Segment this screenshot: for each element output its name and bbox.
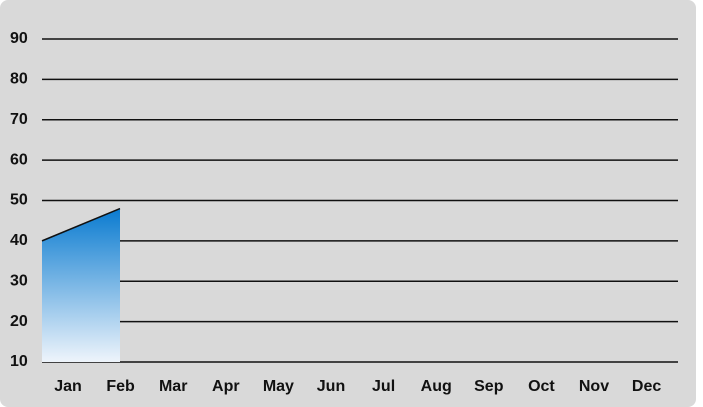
y-tick-label: 70	[10, 111, 28, 128]
x-tick-label: Nov	[579, 378, 609, 395]
y-tick-label: 10	[10, 353, 28, 370]
x-tick-label: Dec	[632, 378, 661, 395]
y-tick-label: 50	[10, 192, 28, 209]
x-tick-label: Apr	[212, 378, 240, 395]
y-tick-label: 90	[10, 30, 28, 47]
line	[41, 207, 121, 242]
x-tick-label: Jul	[372, 378, 395, 395]
x-tick-label: Jan	[54, 378, 82, 395]
x-tick-label: Sep	[474, 378, 504, 395]
y-tick-label: 60	[10, 151, 28, 168]
y-tick-label: 40	[10, 232, 28, 249]
x-tick-label: May	[263, 378, 294, 395]
y-tick-label: 20	[10, 313, 28, 330]
x-tick-label: Aug	[421, 378, 452, 395]
x-tick-label: Feb	[106, 378, 135, 395]
x-tick-label: Oct	[528, 378, 555, 395]
x-tick-label: Mar	[159, 378, 187, 395]
x-tick-label: Jun	[317, 378, 345, 395]
y-tick-label: 30	[10, 272, 28, 289]
area	[42, 208, 120, 362]
y-tick-label: 80	[10, 71, 28, 88]
